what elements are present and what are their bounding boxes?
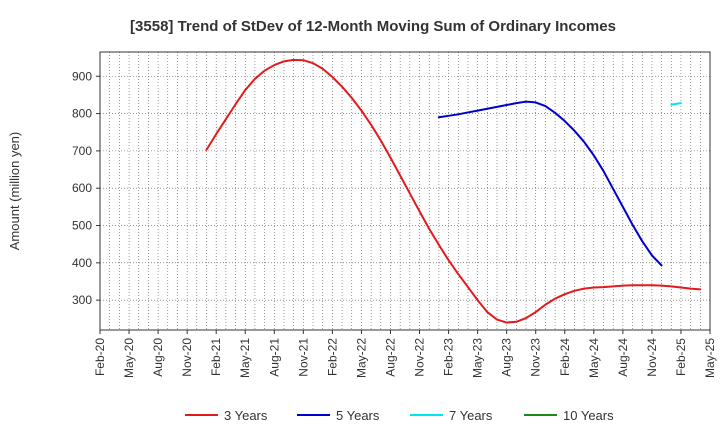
series-line-7-years bbox=[670, 102, 682, 106]
y-tick-label: 900 bbox=[72, 69, 92, 83]
x-tick-label: May-25 bbox=[703, 338, 717, 378]
x-tick-label: Nov-23 bbox=[529, 338, 543, 377]
legend-label: 5 Years bbox=[336, 408, 380, 423]
y-tick-label: 700 bbox=[72, 144, 92, 158]
x-tick-label: Feb-20 bbox=[93, 338, 107, 376]
plot-area bbox=[99, 51, 711, 331]
y-axis-label: Amount (million yen) bbox=[7, 132, 22, 251]
legend-label: 10 Years bbox=[563, 408, 614, 423]
x-tick-label: Aug-20 bbox=[151, 338, 165, 377]
x-tick-label: Aug-21 bbox=[267, 338, 281, 377]
x-tick-label: May-21 bbox=[238, 338, 252, 378]
x-tick-label: Feb-23 bbox=[442, 338, 456, 376]
x-tick-label: May-20 bbox=[122, 338, 136, 378]
y-tick-label: 400 bbox=[72, 256, 92, 270]
x-axis-ticks: Feb-20 May-20 Aug-20 Nov-20 Feb-21 May-21 Aug-… bbox=[93, 330, 717, 378]
x-tick-label: Aug-23 bbox=[500, 338, 514, 377]
grid bbox=[100, 52, 710, 330]
series-line-5-years bbox=[437, 100, 663, 267]
legend: 3 Years 5 Years 7 Years 10 Years bbox=[185, 408, 614, 423]
chart-title: [3558] Trend of StDev of 12-Month Moving… bbox=[130, 18, 616, 35]
x-tick-label: Aug-24 bbox=[616, 338, 630, 377]
y-tick-label: 800 bbox=[72, 107, 92, 121]
x-tick-label: Nov-24 bbox=[645, 338, 659, 377]
y-axis-ticks: 300 400 500 600 700 800 900 bbox=[72, 69, 100, 307]
x-tick-label: Nov-22 bbox=[413, 338, 427, 377]
series-line-3-years bbox=[205, 58, 702, 324]
x-tick-label: May-22 bbox=[354, 338, 368, 378]
x-tick-label: May-23 bbox=[471, 338, 485, 378]
x-tick-label: May-24 bbox=[587, 338, 601, 378]
legend-label: 3 Years bbox=[224, 408, 268, 423]
y-tick-label: 500 bbox=[72, 219, 92, 233]
x-tick-label: Feb-21 bbox=[209, 338, 223, 376]
x-tick-label: Feb-22 bbox=[325, 338, 339, 376]
y-tick-label: 300 bbox=[72, 293, 92, 307]
x-tick-label: Feb-24 bbox=[558, 338, 572, 376]
series-lines bbox=[205, 58, 702, 324]
legend-label: 7 Years bbox=[449, 408, 493, 423]
x-tick-label: Feb-25 bbox=[674, 338, 688, 376]
x-tick-label: Aug-22 bbox=[383, 338, 397, 377]
x-tick-label: Nov-21 bbox=[296, 338, 310, 377]
y-tick-label: 600 bbox=[72, 181, 92, 195]
x-tick-label: Nov-20 bbox=[180, 338, 194, 377]
